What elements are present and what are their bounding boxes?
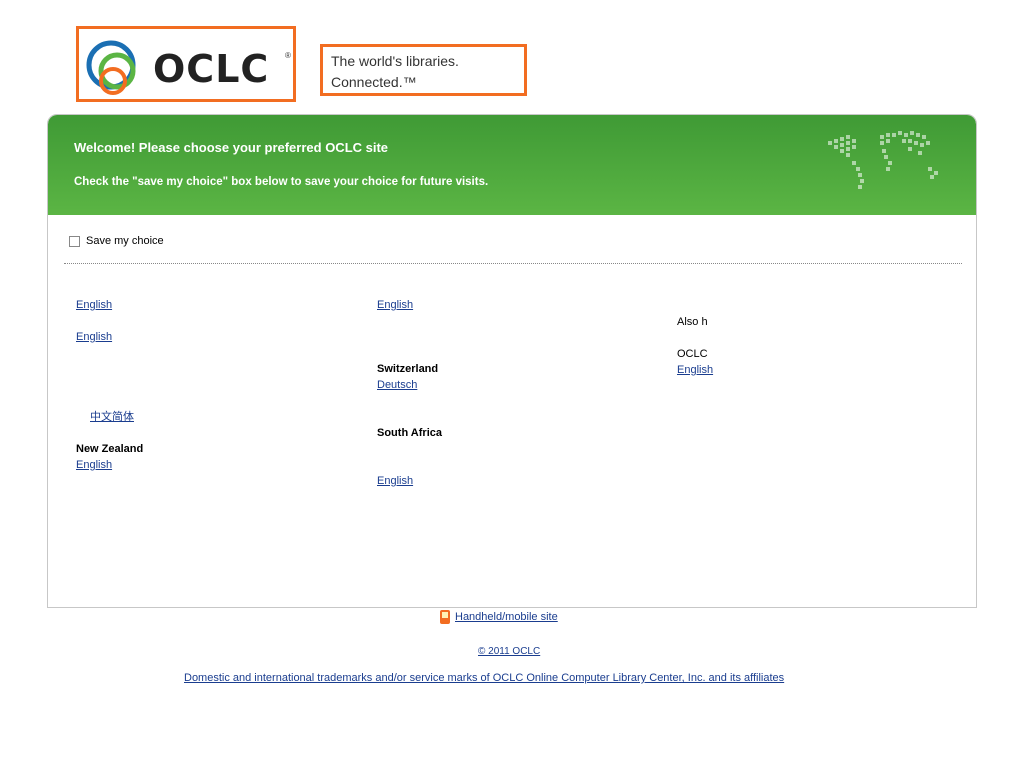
region-heading <box>76 265 306 281</box>
divider <box>64 263 962 264</box>
welcome-banner: Welcome! Please choose your preferred OC… <box>48 115 976 215</box>
save-choice-label: Save my choice <box>86 235 164 247</box>
tagline-heading: The world's libraries. Connected.™ <box>320 44 527 96</box>
mobile-phone-icon <box>440 610 450 624</box>
tagline-line-2: Connected.™ <box>331 74 417 90</box>
country-label <box>76 345 306 361</box>
region-column-2: English Switzerland Deutsch South Africa… <box>377 265 637 489</box>
handheld-mobile-site-link[interactable]: Handheld/mobile site <box>455 611 558 623</box>
language-link-english[interactable]: English <box>377 475 414 487</box>
country-label-new-zealand: New Zealand <box>76 443 144 455</box>
region-heading <box>377 265 637 281</box>
language-link-english[interactable]: English <box>76 299 113 311</box>
region-column-3: Also h OCLC English <box>677 290 917 378</box>
welcome-text: Welcome! Please choose your preferred OC… <box>74 140 389 155</box>
region-subheading <box>76 281 306 297</box>
world-map-icon <box>828 131 938 189</box>
language-link-english[interactable]: English <box>76 459 113 471</box>
instruction-text: Check the "save my choice" box below to … <box>74 176 489 188</box>
country-label <box>76 393 306 409</box>
site-chooser-panel: Welcome! Please choose your preferred OC… <box>47 114 977 608</box>
save-choice-row[interactable]: Save my choice <box>69 233 164 249</box>
region-label <box>677 330 917 346</box>
language-link-english[interactable]: English <box>677 364 714 376</box>
oclc-label: OCLC <box>677 348 708 360</box>
registered-mark: ® <box>285 51 291 60</box>
country-label <box>377 313 637 329</box>
language-link-deutsch[interactable]: Deutsch <box>377 379 418 391</box>
country-label <box>377 345 637 361</box>
language-link-english[interactable]: English <box>377 299 414 311</box>
region-column-1: English English 中文简体 New Zealand English <box>76 265 306 473</box>
also-text: Also h <box>677 316 708 328</box>
handheld-site: Handheld/mobile site <box>440 610 558 624</box>
country-label <box>377 457 637 473</box>
language-link-chinese-simplified[interactable]: 中文简体 <box>90 411 134 423</box>
logo-wordmark: OCLC <box>153 47 270 91</box>
country-label <box>76 425 306 441</box>
country-label-switzerland: Switzerland <box>377 363 439 375</box>
tagline-line-1: The world's libraries. <box>331 53 459 69</box>
country-label <box>76 313 306 329</box>
oclc-logo[interactable]: OCLC ® <box>76 26 296 102</box>
region-subheading <box>377 281 637 297</box>
country-label <box>377 393 637 409</box>
region-heading <box>76 377 306 393</box>
region-label <box>677 290 917 306</box>
oclc-logo-icon <box>86 40 136 95</box>
save-choice-checkbox[interactable] <box>69 235 80 247</box>
trademarks-link[interactable]: Domestic and international trademarks an… <box>184 672 785 684</box>
country-label-south-africa: South Africa <box>377 427 442 439</box>
copyright-link[interactable]: © 2011 OCLC <box>478 646 541 657</box>
language-link-english[interactable]: English <box>76 331 113 343</box>
